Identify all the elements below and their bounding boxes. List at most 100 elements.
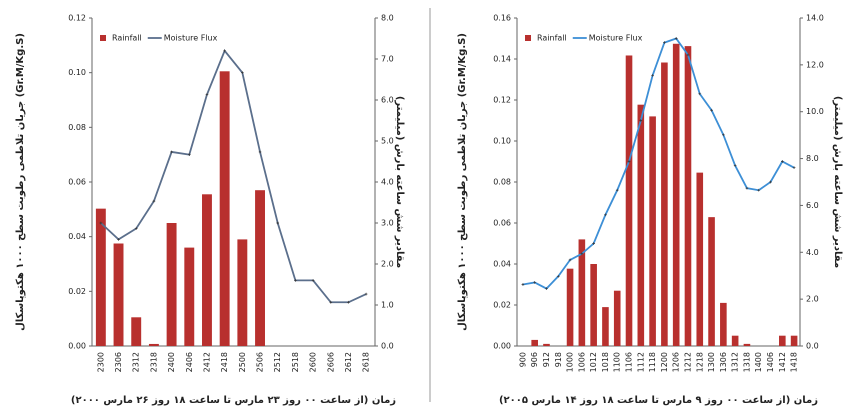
x-tick-label: 1118 [648,352,657,372]
x-tick-label: 1218 [695,352,704,372]
y2-tick-label: 1.0 [381,301,394,310]
bar [543,343,550,346]
bar [613,290,621,346]
x-tick-label: 2606 [326,352,335,372]
x-tick-label: 906 [530,352,539,367]
x-tick-label: 2312 [132,352,141,372]
y2-tick-label: 0.0 [806,342,819,351]
y-tick-label: 0.06 [493,219,511,228]
x-tick-label: 1418 [790,352,799,372]
x-axis-label: زمان (از ساعت ۰۰ روز ۹ مارس تا ساعت ۱۸ ر… [499,395,818,406]
bar [637,104,645,346]
bar [684,46,692,346]
bar [661,62,668,347]
x-tick-label: 1100 [613,352,622,372]
y2-axis-label: مقادیر شش ساعته بارش (میلیمتر) [394,96,405,268]
y-axis-label: جریان تلاطمی رطوبت سطح ۱۰۰۰ هکتوپاسکال (… [15,33,26,331]
x-tick-label: 1400 [754,352,763,372]
x-tick-label: 1006 [577,352,586,372]
x-tick-label: 918 [554,352,563,367]
y-tick-label: 0.10 [493,137,511,146]
bar [255,190,265,346]
y-tick-label: 0.02 [68,287,86,296]
x-tick-label: 912 [542,352,551,367]
bar [672,43,680,347]
y-tick-label: 0.14 [493,55,511,64]
x-tick-label: 2300 [96,352,105,372]
bar [649,116,656,347]
y2-tick-label: 3.0 [381,219,394,228]
y2-tick-label: 14.0 [806,14,824,23]
y2-axis-label: مقادیر شش ساعته بارش (میلیمتر) [832,96,843,268]
bar [696,172,704,346]
y2-tick-label: 4.0 [381,178,394,187]
bar [790,335,798,346]
bar [531,339,538,346]
legend-label: Rainfall [537,34,567,43]
y-axis-label: جریان تلاطمی رطوبت سطح ۱۰۰۰ هکتوپاسکال (… [457,33,468,331]
legend-swatch [525,35,531,41]
x-tick-label: 2506 [256,352,265,372]
x-tick-label: 1106 [625,352,634,372]
x-tick-label: 1406 [766,352,775,372]
bar [578,239,586,346]
y-tick-label: 0.08 [68,123,86,132]
y-tick-label: 0.10 [68,68,86,77]
x-tick-label: 2412 [202,352,211,372]
x-tick-label: 2306 [114,352,123,372]
y-tick-label: 0.04 [68,232,86,241]
bar [166,223,177,346]
x-tick-label: 1206 [672,352,681,372]
bar [113,243,124,346]
legend-swatch [100,35,106,41]
bar [720,302,727,346]
y2-tick-label: 7.0 [381,55,394,64]
y-tick-label: 0.06 [68,178,86,187]
x-tick-label: 2418 [220,352,229,372]
bar [148,343,159,346]
y-tick-label: 0.04 [493,260,511,269]
x-tick-label: 1318 [742,352,751,372]
bar [131,317,142,346]
y-tick-label: 0.00 [68,342,86,351]
x-tick-label: 2500 [238,352,247,372]
y2-tick-label: 8.0 [806,154,819,163]
x-tick-label: 2600 [309,352,318,372]
y2-tick-label: 4.0 [806,248,819,257]
line [521,37,796,290]
x-tick-label: 1000 [566,352,575,372]
x-tick-label: 1012 [589,352,598,372]
y2-tick-label: 6.0 [381,96,394,105]
bar [184,247,195,346]
bar [237,239,248,346]
x-tick-label: 1412 [778,352,787,372]
y-tick-label: 0.02 [493,301,511,310]
x-tick-label: 1200 [660,352,669,372]
x-tick-label: 2512 [273,352,282,372]
x-tick-label: 2406 [185,352,194,372]
line [99,49,368,304]
legend-label: Moisture Flux [164,34,218,43]
y-tick-label: 0.12 [68,14,86,23]
bar [708,217,715,346]
bar [219,71,230,347]
bar [625,55,633,346]
x-tick-label: 2318 [149,352,158,372]
x-tick-label: 900 [518,352,527,367]
x-tick-label: 1306 [719,352,728,372]
legend-label: Moisture Flux [589,34,643,43]
y-tick-label: 0.16 [493,14,511,23]
y-tick-label: 0.00 [493,342,511,351]
bar [566,268,574,346]
bar [731,335,739,346]
legend-label: Rainfall [112,34,142,43]
y2-tick-label: 10.0 [806,107,824,116]
bar [202,194,212,346]
x-tick-label: 1212 [683,352,692,372]
y2-tick-label: 6.0 [806,201,819,210]
x-tick-label: 2518 [291,352,300,372]
x-tick-label: 1312 [731,352,740,372]
y-tick-label: 0.08 [493,178,511,187]
y2-tick-label: 8.0 [381,14,394,23]
